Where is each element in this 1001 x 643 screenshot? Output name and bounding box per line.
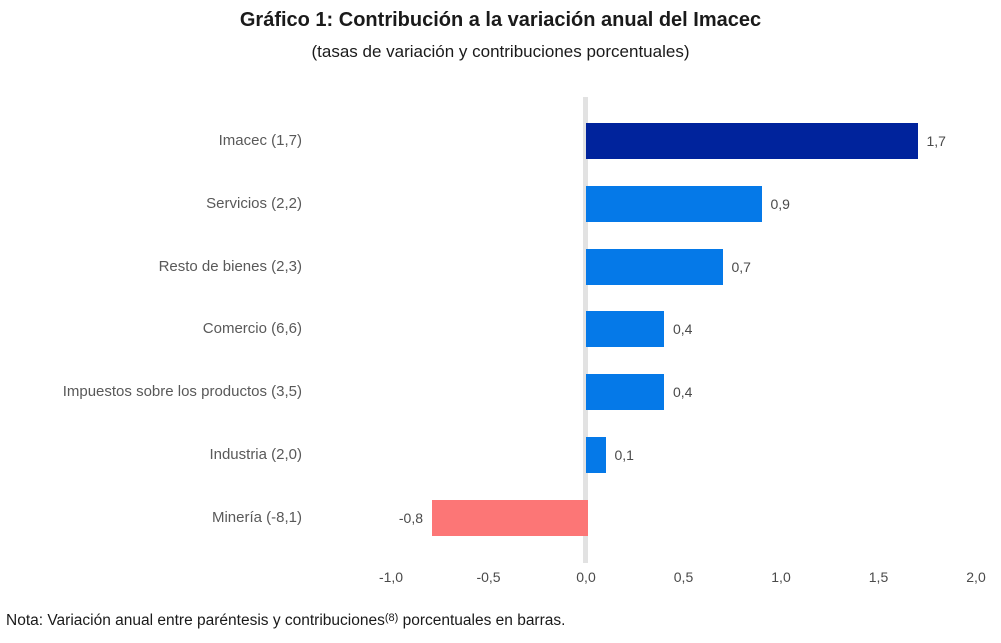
x-tick-label: 1,0 bbox=[771, 569, 791, 585]
x-tick-label: 1,5 bbox=[868, 569, 889, 585]
x-tick-label: 2,0 bbox=[966, 569, 986, 585]
x-tick-label: 0,0 bbox=[576, 569, 596, 585]
note-prefix: Nota: Variación anual entre paréntesis y… bbox=[6, 612, 385, 629]
x-tick-label: -0,5 bbox=[476, 569, 501, 585]
x-tick-label: 0,5 bbox=[673, 569, 694, 585]
zero-axis-line bbox=[583, 97, 588, 563]
chart-title: Gráfico 1: Contribución a la variación a… bbox=[239, 9, 762, 31]
note-suffix: porcentuales en barras. bbox=[398, 612, 566, 629]
note-superscript: (8) bbox=[384, 612, 399, 624]
x-tick-label: -1,0 bbox=[378, 569, 404, 585]
chart-subtitle: (tasas de variación y contribuciones por… bbox=[311, 42, 690, 61]
note-text: Nota: Variación anual entre paréntesis y… bbox=[6, 612, 565, 630]
